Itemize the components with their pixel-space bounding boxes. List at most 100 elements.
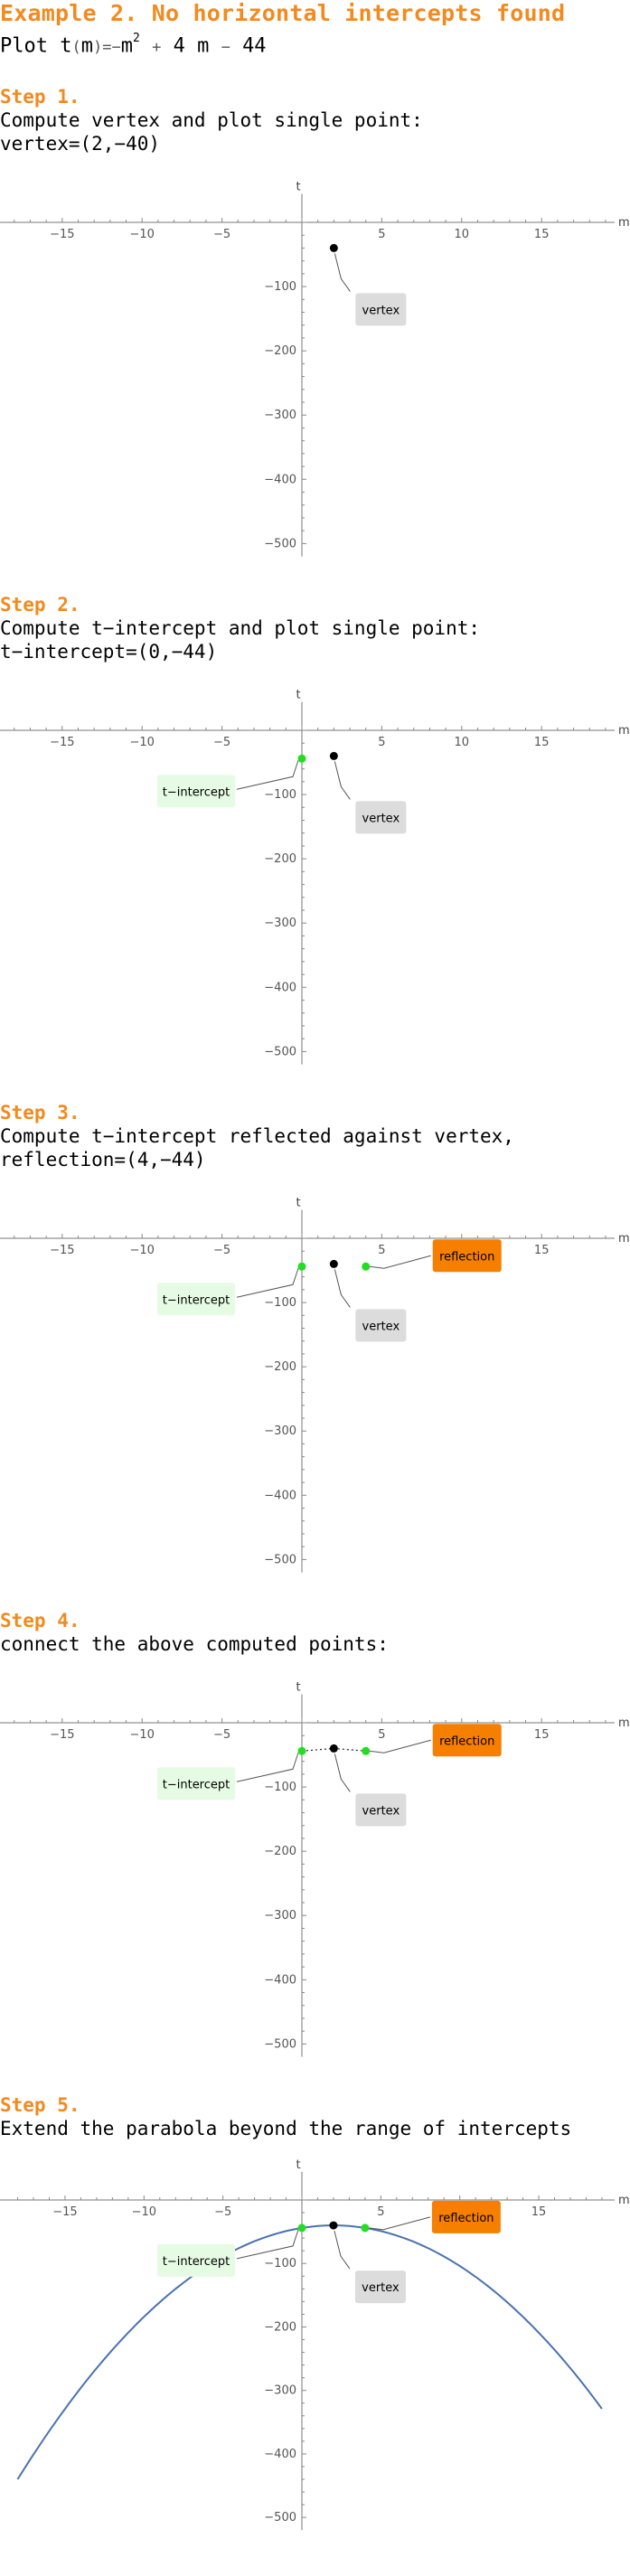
label-box <box>157 2243 235 2277</box>
x-axis-label: m <box>618 216 630 230</box>
y-tick-label: −300 <box>264 1424 296 1438</box>
step-3-line-1: Compute t−intercept reflected against ve… <box>0 1125 514 1147</box>
label-box <box>354 2270 406 2304</box>
callout-line <box>334 1753 351 1792</box>
callout-line <box>334 761 351 800</box>
point-t-intercept <box>297 2223 306 2233</box>
label-text: reflection <box>439 1250 494 1264</box>
y-axis-label: t <box>296 1197 300 1210</box>
y-tick-label: −500 <box>264 2037 296 2051</box>
callout-line <box>334 2230 351 2270</box>
label-box <box>157 1767 235 1800</box>
x-tick-label: 15 <box>534 736 550 749</box>
label-t-intercept: t−intercept <box>157 1268 299 1316</box>
chart-step-1-svg: m t −15 −10 −5 5 10 15 −100 −200 −300 −400 −500 verte… <box>0 181 630 557</box>
function-name: t <box>60 34 72 58</box>
chart-step-5-svg: mt−15−10−551015−100−200−300−400−500t−int… <box>0 2158 630 2531</box>
label-text: t−intercept <box>163 785 230 799</box>
x-tick-label: −5 <box>213 228 230 241</box>
callout-line <box>236 1753 299 1782</box>
step-1-line-2: vertex=(2,−40) <box>0 133 161 155</box>
label-text: t−intercept <box>163 1293 230 1307</box>
x-tick-label: 5 <box>378 1244 385 1257</box>
function-statement: Plot t(m)=−m2 + 4 m − 44 <box>0 32 267 58</box>
x-tick-label: −5 <box>213 1728 230 1742</box>
step-1: Step 1. Compute vertex and plot single p… <box>0 85 630 155</box>
callout-line <box>334 253 351 292</box>
y-tick-label: −300 <box>264 917 296 930</box>
step-3-heading: Step 3. <box>0 1102 80 1123</box>
x-tick-label: 5 <box>378 736 385 749</box>
step-4-line-1: connect the above computed points: <box>0 1633 389 1655</box>
y-axis-label: t <box>296 181 300 194</box>
function-arg: m <box>80 34 93 58</box>
x-tick-label: 15 <box>531 2205 547 2219</box>
x-tick-label: −10 <box>132 2205 156 2219</box>
step-5-line-1: Extend the parabola beyond the range of … <box>0 2118 572 2139</box>
x-tick-label: −5 <box>213 736 230 749</box>
x-tick-label: −10 <box>129 1728 154 1742</box>
label-text: reflection <box>439 1735 494 1748</box>
label-reflection: reflection <box>368 2200 501 2233</box>
callout-line <box>236 2229 299 2260</box>
point-reflection <box>362 1746 371 1755</box>
step-4: Step 4. connect the above computed point… <box>0 1609 630 1656</box>
step-5-heading: Step 5. <box>0 2094 80 2116</box>
y-tick-label: −400 <box>264 1973 296 1987</box>
y-tick-label: −100 <box>264 280 296 294</box>
y-tick-label: −300 <box>264 1909 296 1923</box>
label-box <box>355 801 407 834</box>
y-tick-label: −500 <box>264 1553 296 1566</box>
x-tick-label: 5 <box>378 1728 385 1742</box>
y-tick-label: −400 <box>264 2448 296 2461</box>
step-2-line-2: t−intercept=(0,−44) <box>0 641 218 663</box>
constant-term: 44 <box>242 34 267 58</box>
x-tick-label: −5 <box>214 2205 231 2219</box>
label-box <box>355 1793 407 1827</box>
step-4-heading: Step 4. <box>0 1610 80 1631</box>
point-vertex <box>329 243 338 252</box>
y-tick-label: −100 <box>264 788 296 802</box>
function-variable-2: m <box>197 34 210 58</box>
chart-step-2-svg: m t −15 −10 −5 5 10 15 −100 −200 −300 −400 −500 t−int… <box>0 689 630 1065</box>
label-text: t−intercept <box>163 1778 230 1791</box>
callout-line <box>236 760 299 790</box>
step-2: Step 2. Compute t−intercept and plot sin… <box>0 593 630 663</box>
x-tick-label: −15 <box>50 1244 74 1257</box>
plus-sign: + <box>152 38 162 57</box>
y-tick-label: −200 <box>264 1360 296 1374</box>
chart-step-3-svg: mt−15−10−551015−100−200−300−400−500t−int… <box>0 1197 630 1573</box>
y-tick-label: −500 <box>264 2511 296 2524</box>
y-tick-label: −400 <box>264 981 296 994</box>
y-tick-label: −200 <box>264 852 296 866</box>
y-tick-label: −400 <box>264 1489 296 1502</box>
x-tick-label: 5 <box>378 228 385 241</box>
x-tick-label: −15 <box>50 736 74 749</box>
y-tick-label: −200 <box>264 1845 296 1858</box>
step-3: Step 3. Compute t−intercept reflected ag… <box>0 1101 630 1171</box>
step-2-heading: Step 2. <box>0 594 80 616</box>
label-text: vertex <box>362 304 400 317</box>
point-t-intercept <box>297 754 306 763</box>
label-text: vertex <box>362 812 400 825</box>
parabola-curve <box>16 2224 603 2480</box>
y-axis-label: t <box>296 2158 300 2172</box>
callout-line <box>368 2216 431 2231</box>
step-1-heading: Step 1. <box>0 86 80 108</box>
point-reflection <box>361 2223 370 2233</box>
callout-line <box>369 1739 431 1753</box>
plot-keyword: Plot <box>0 34 48 58</box>
label-vertex: vertex <box>334 761 407 834</box>
exponent: 2 <box>132 32 140 45</box>
x-axis-label: m <box>618 2194 630 2207</box>
function-variable: m <box>120 34 133 58</box>
y-tick-label: −500 <box>264 1045 296 1058</box>
y-tick-label: −200 <box>264 2320 296 2334</box>
label-box <box>432 1239 502 1273</box>
x-tick-label: −5 <box>213 1244 230 1257</box>
x-tick-label: −15 <box>50 228 74 241</box>
negation-sign: − <box>111 38 121 57</box>
label-t-intercept: t−intercept <box>157 2229 299 2277</box>
x-axis-label: m <box>618 1716 630 1730</box>
label-vertex: vertex <box>334 253 407 326</box>
